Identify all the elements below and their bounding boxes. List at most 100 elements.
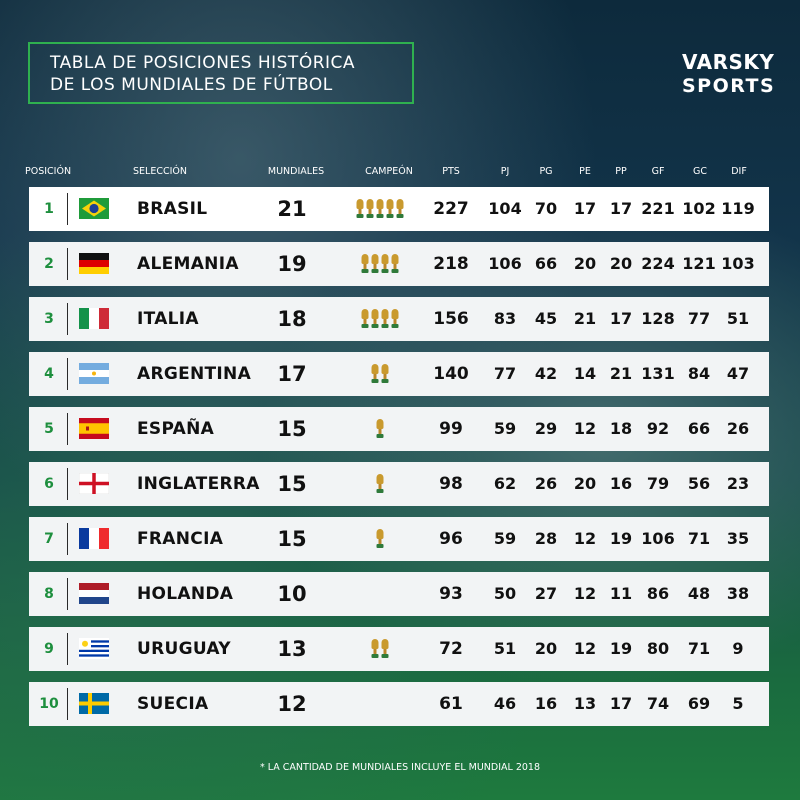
world-cup-titles — [371, 639, 390, 659]
pg-value: 70 — [534, 199, 558, 218]
dif-value: 51 — [726, 309, 750, 328]
mundiales-value: 15 — [277, 417, 307, 441]
pp-value: 17 — [609, 694, 633, 713]
pe-value: 12 — [573, 639, 597, 658]
dif-value: 38 — [726, 584, 750, 603]
table-header: POSICIÓN SELECCIÓN MUNDIALES CAMPEÓN PTS… — [0, 166, 800, 180]
team-name: HOLANDA — [137, 584, 234, 604]
gc-value: 102 — [682, 199, 716, 218]
pg-value: 27 — [534, 584, 558, 603]
pts-value: 61 — [439, 694, 463, 714]
trophy-icon — [391, 254, 400, 274]
row-divider — [67, 578, 68, 610]
trophy-icon — [376, 529, 385, 549]
trophy-icon — [381, 254, 390, 274]
pj-value: 50 — [493, 584, 517, 603]
table-row: 2 ALEMANIA 19 218 106 66 20 20 224 121 103 — [29, 242, 769, 286]
pp-value: 21 — [609, 364, 633, 383]
gc-value: 84 — [687, 364, 711, 383]
trophy-icon — [371, 309, 380, 329]
pj-value: 59 — [493, 529, 517, 548]
pts-value: 140 — [433, 364, 469, 384]
position-value: 7 — [44, 531, 54, 547]
header-gf: GF — [651, 166, 665, 177]
germany-flag — [79, 253, 109, 274]
row-divider — [67, 688, 68, 720]
pp-value: 20 — [609, 254, 633, 273]
team-name: ALEMANIA — [137, 254, 239, 274]
varsky-sports-logo: VARSKY SPORTS — [682, 50, 774, 98]
gc-value: 121 — [682, 254, 716, 273]
pp-value: 19 — [609, 529, 633, 548]
table-row: 5 ESPAÑA 15 99 59 29 12 18 92 66 26 — [29, 407, 769, 451]
pg-value: 20 — [534, 639, 558, 658]
gf-value: 92 — [646, 419, 670, 438]
dif-value: 23 — [726, 474, 750, 493]
row-divider — [67, 633, 68, 665]
footnote: * LA CANTIDAD DE MUNDIALES INCLUYE EL MU… — [260, 762, 540, 773]
row-divider — [67, 523, 68, 555]
gc-value: 56 — [687, 474, 711, 493]
world-cup-titles — [361, 309, 400, 329]
pe-value: 20 — [573, 254, 597, 273]
england-flag — [79, 473, 109, 494]
dif-value: 47 — [726, 364, 750, 383]
team-name: URUGUAY — [137, 639, 231, 659]
dif-value: 35 — [726, 529, 750, 548]
trophy-icon — [386, 199, 395, 219]
uruguay-flag — [79, 638, 109, 659]
pg-value: 42 — [534, 364, 558, 383]
position-value: 1 — [44, 201, 54, 217]
dif-value: 119 — [721, 199, 755, 218]
position-value: 2 — [44, 256, 54, 272]
header-pj: PJ — [500, 166, 510, 177]
header-dif: DIF — [731, 166, 747, 177]
position-value: 6 — [44, 476, 54, 492]
pts-value: 98 — [439, 474, 463, 494]
pp-value: 18 — [609, 419, 633, 438]
mundiales-value: 17 — [277, 362, 307, 386]
pj-value: 83 — [493, 309, 517, 328]
table-row: 8 HOLANDA 10 93 50 27 12 11 86 48 38 — [29, 572, 769, 616]
gf-value: 106 — [641, 529, 675, 548]
pts-value: 218 — [433, 254, 469, 274]
mundiales-value: 15 — [277, 527, 307, 551]
header-seleccion: SELECCIÓN — [133, 166, 187, 177]
mundiales-value: 15 — [277, 472, 307, 496]
gc-value: 77 — [687, 309, 711, 328]
pj-value: 51 — [493, 639, 517, 658]
world-cup-titles — [376, 474, 385, 494]
team-name: INGLATERRA — [137, 474, 260, 494]
team-name: BRASIL — [137, 199, 208, 219]
dif-value: 5 — [732, 694, 744, 713]
trophy-icon — [371, 254, 380, 274]
mundiales-value: 12 — [277, 692, 307, 716]
table-row: 4 ARGENTINA 17 140 77 42 14 21 131 84 47 — [29, 352, 769, 396]
pts-value: 72 — [439, 639, 463, 659]
pj-value: 59 — [493, 419, 517, 438]
position-value: 10 — [39, 696, 59, 712]
pp-value: 17 — [609, 199, 633, 218]
pg-value: 16 — [534, 694, 558, 713]
gc-value: 71 — [687, 529, 711, 548]
gc-value: 48 — [687, 584, 711, 603]
gf-value: 79 — [646, 474, 670, 493]
pts-value: 156 — [433, 309, 469, 329]
pj-value: 62 — [493, 474, 517, 493]
pj-value: 46 — [493, 694, 517, 713]
row-divider — [67, 248, 68, 280]
gc-value: 66 — [687, 419, 711, 438]
pg-value: 45 — [534, 309, 558, 328]
row-divider — [67, 358, 68, 390]
mundiales-value: 13 — [277, 637, 307, 661]
trophy-icon — [396, 199, 405, 219]
position-value: 8 — [44, 586, 54, 602]
dif-value: 103 — [721, 254, 755, 273]
pg-value: 29 — [534, 419, 558, 438]
world-cup-titles — [376, 419, 385, 439]
header-posicion: POSICIÓN — [25, 166, 72, 177]
row-divider — [67, 413, 68, 445]
gc-value: 69 — [687, 694, 711, 713]
netherlands-flag — [79, 583, 109, 604]
trophy-icon — [356, 199, 365, 219]
